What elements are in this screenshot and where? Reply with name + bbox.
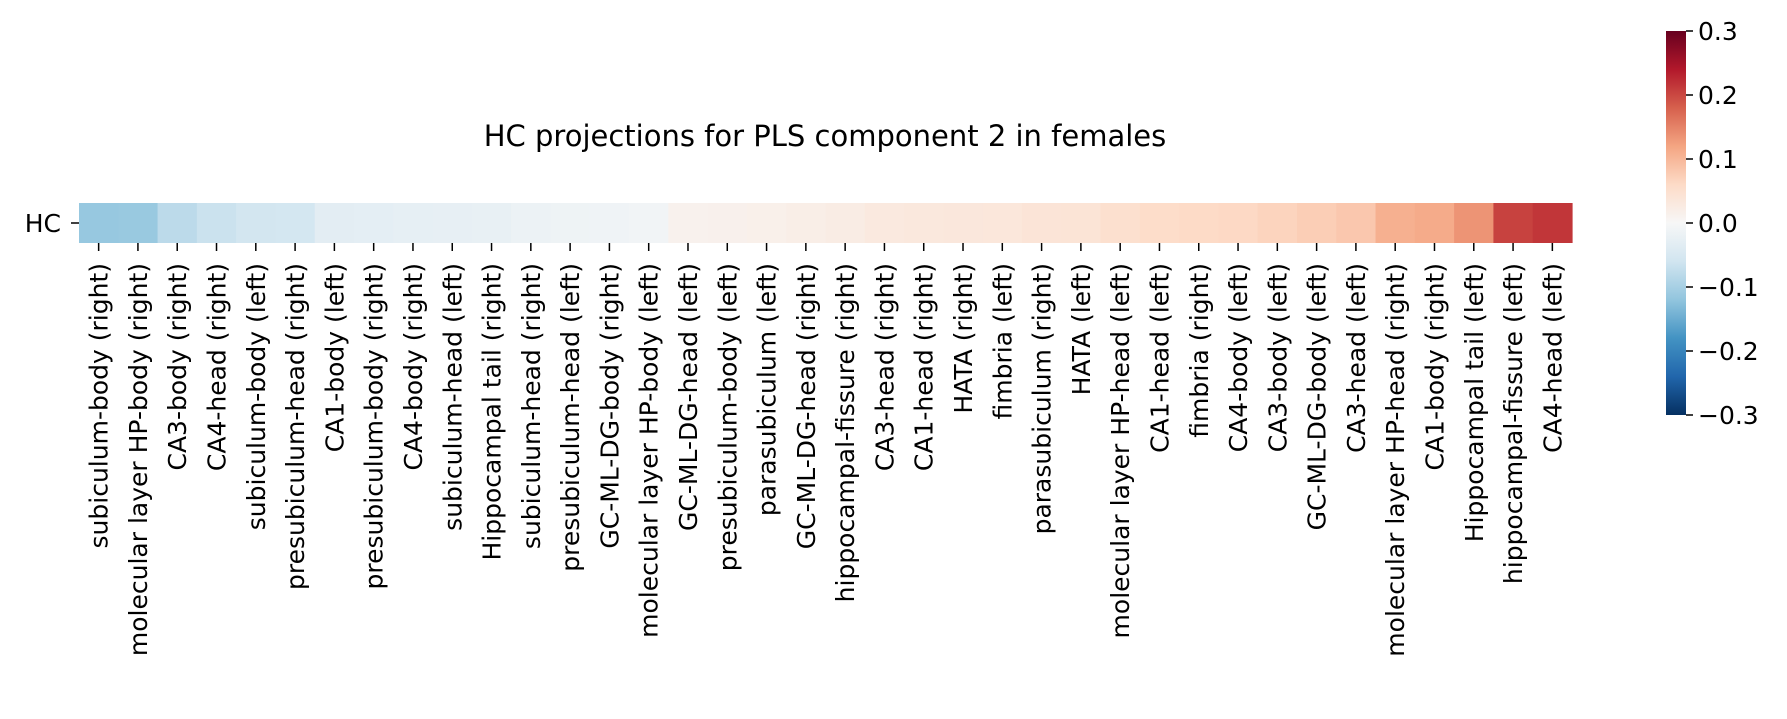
colorbar-tick-label: 0.0 — [1698, 209, 1738, 238]
x-tick-label: CA4-body (left) — [1224, 263, 1253, 452]
heatmap-cell — [668, 203, 709, 243]
heatmap-cell — [1493, 203, 1534, 243]
heatmap-cell — [1179, 203, 1219, 243]
heatmap-cell — [1218, 203, 1259, 243]
row-labels: HC — [25, 209, 79, 238]
heatmap-cell — [157, 203, 198, 243]
heatmap-cell — [550, 203, 591, 243]
heatmap-cell — [1021, 203, 1062, 243]
heatmap-cell — [1100, 203, 1141, 243]
colorbar-tick-label: 0.1 — [1698, 145, 1738, 174]
x-tick-label: Hippocampal tail (right) — [478, 263, 507, 561]
x-tick-label: HATA (left) — [1067, 263, 1096, 395]
heatmap-cell — [1532, 203, 1573, 243]
x-tick-label: CA4-head (left) — [1538, 263, 1567, 453]
x-tick-label: CA1-body (left) — [320, 263, 349, 452]
heatmap-cell — [982, 203, 1023, 243]
heatmap-cell — [236, 203, 277, 243]
x-tick-label: CA1-body (right) — [1420, 263, 1449, 471]
x-tick-label: HATA (right) — [949, 263, 978, 414]
x-tick-label: CA1-head (right) — [910, 263, 939, 471]
x-tick-label: hippocampal-fissure (right) — [831, 263, 860, 602]
colorbar-gradient — [1666, 31, 1686, 415]
x-tick-label: GC-ML-DG-body (right) — [595, 263, 624, 549]
row-label: HC — [25, 209, 61, 238]
heatmap-cell — [275, 203, 316, 243]
colorbar-tick-label: 0.3 — [1698, 17, 1738, 46]
heatmap-cell — [589, 203, 630, 243]
colorbar-tick-label: −0.2 — [1698, 337, 1759, 366]
heatmap-cell — [354, 203, 394, 243]
x-tick-label: CA3-head (left) — [1342, 263, 1371, 453]
heatmap-cell — [1257, 203, 1298, 243]
heatmap-cell — [1061, 203, 1102, 243]
heatmap-cells — [79, 203, 1573, 243]
heatmap-cell — [1336, 203, 1377, 243]
x-tick-label: parasubiculum (left) — [753, 263, 782, 516]
heatmap-cell — [511, 203, 552, 243]
heatmap-cell — [904, 203, 944, 243]
colorbar-tick-label: −0.1 — [1698, 273, 1759, 302]
x-tick-label: molecular layer HP-head (right) — [1381, 263, 1410, 657]
x-tick-label: molecular layer HP-head (left) — [1106, 263, 1135, 638]
x-tick-label: GC-ML-DG-head (right) — [792, 263, 821, 549]
x-tick-label: hippocampal-fissure (left) — [1499, 263, 1528, 584]
heatmap-cell — [432, 203, 473, 243]
heatmap-cell — [118, 203, 159, 243]
heatmap-cell — [786, 203, 827, 243]
x-tick-label: subiculum-body (left) — [242, 263, 271, 530]
x-tick-label: CA4-head (right) — [203, 263, 232, 471]
x-tick-label: presubiculum-body (left) — [713, 263, 742, 571]
x-tick-labels: subiculum-body (right) molecular layer HP… — [85, 243, 1567, 657]
x-tick-label: molecular layer HP-body (left) — [635, 263, 664, 638]
chart-title: HC projections for PLS component 2 in fe… — [484, 119, 1166, 153]
x-tick-label: CA3-body (right) — [163, 263, 192, 471]
x-tick-label: parasubiculum (right) — [1028, 263, 1057, 534]
x-tick-label: subiculum-head (right) — [517, 263, 546, 549]
heatmap-cell — [471, 203, 512, 243]
x-tick-label: subiculum-body (right) — [85, 263, 114, 548]
x-tick-label: presubiculum-head (right) — [281, 263, 310, 590]
heatmap-cell — [943, 203, 984, 243]
x-tick-label: fimbria (left) — [988, 263, 1017, 419]
heatmap-cell — [1414, 203, 1455, 243]
x-tick-label: GC-ML-DG-head (left) — [674, 263, 703, 531]
heatmap-cell — [79, 203, 119, 243]
x-tick-label: CA1-head (left) — [1145, 263, 1174, 453]
x-tick-label: presubiculum-body (right) — [360, 263, 389, 589]
x-tick-label: CA4-body (right) — [399, 263, 428, 471]
heatmap-cell — [1139, 203, 1180, 243]
colorbar: 0.3 0.2 0.1 0.0 −0.1 −0.2 −0.3 — [1666, 17, 1759, 430]
heatmap-cell — [707, 203, 748, 243]
heatmap-cell — [1454, 203, 1495, 243]
x-tick-label: presubiculum-head (left) — [556, 263, 585, 572]
heatmap-cell — [746, 203, 787, 243]
colorbar-tick-label: −0.3 — [1698, 401, 1759, 430]
x-tick-label: GC-ML-DG-body (left) — [1303, 263, 1332, 530]
x-tick-label: CA3-head (right) — [870, 263, 899, 471]
heatmap-cell — [1296, 203, 1337, 243]
heatmap-cell — [314, 203, 355, 243]
x-tick-label: fimbria (right) — [1185, 263, 1214, 438]
x-tick-label: subiculum-head (left) — [438, 263, 467, 531]
heatmap-cell — [1375, 203, 1416, 243]
x-tick-label: molecular layer HP-body (right) — [124, 263, 153, 656]
heatmap-cell — [196, 203, 237, 243]
heatmap-cell — [393, 203, 434, 243]
heatmap-cell — [825, 203, 866, 243]
heatmap-cell — [629, 203, 669, 243]
x-tick-label: CA3-body (left) — [1263, 263, 1292, 452]
colorbar-tick-label: 0.2 — [1698, 81, 1738, 110]
x-tick-label: Hippocampal tail (left) — [1460, 263, 1489, 542]
heatmap-cell — [864, 203, 905, 243]
